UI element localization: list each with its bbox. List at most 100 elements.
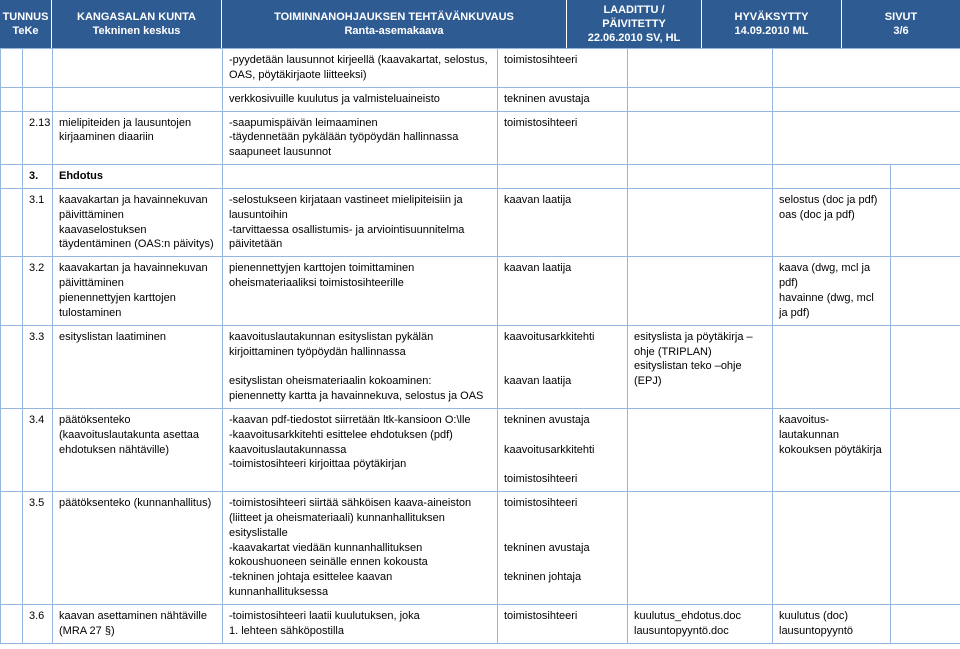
main-table: -pyydetään lausunnot kirjeellä (kaavakar… (0, 48, 960, 644)
cell: mielipiteiden ja lausuntojen kirjaaminen… (53, 111, 223, 165)
cell: kaavoitus-lautakunnan kokouksen pöytäkir… (773, 408, 891, 491)
cell: 3. (23, 165, 53, 189)
cell (628, 49, 773, 88)
header-cell-line1: HYVÄKSYTTY (735, 10, 809, 24)
cell: toimistosihteeri (498, 605, 628, 644)
cell: päätöksenteko (kunnanhallitus) (53, 492, 223, 605)
header-cell-line1: TUNNUS (3, 10, 49, 24)
cell (891, 257, 960, 325)
header-cell: HYVÄKSYTTY14.09.2010 ML (702, 0, 842, 48)
cell: pienennettyjen karttojen toimittaminen o… (223, 257, 498, 325)
cell (773, 111, 960, 165)
cell: -saapumispäivän leimaaminen-täydennetään… (223, 111, 498, 165)
cell (773, 87, 960, 111)
cell: -selostukseen kirjataan vastineet mielip… (223, 188, 498, 256)
cell: kaavan asettaminen nähtäville (MRA 27 §) (53, 605, 223, 644)
section-row: 3.Ehdotus (1, 165, 960, 189)
cell: toimistosihteeritekninen avustajateknine… (498, 492, 628, 605)
cell: verkkosivuille kuulutus ja valmisteluain… (223, 87, 498, 111)
cell: esityslista ja pöytäkirja – ohje (TRIPLA… (628, 325, 773, 408)
cell: kaavan laatija (498, 188, 628, 256)
header-cell-line2: 3/6 (893, 24, 908, 38)
cell (891, 188, 960, 256)
cell (1, 257, 23, 325)
cell (628, 111, 773, 165)
cell: kaavakartan ja havainnekuvan päivittämin… (53, 188, 223, 256)
cell (498, 165, 628, 189)
table-row: -pyydetään lausunnot kirjeellä (kaavakar… (1, 49, 960, 88)
cell (891, 325, 960, 408)
header-cell-line2: TeKe (12, 24, 38, 38)
cell: 3.2 (23, 257, 53, 325)
cell (1, 87, 23, 111)
header-cell-line2: 22.06.2010 SV, HL (588, 31, 681, 45)
cell (628, 257, 773, 325)
cell (1, 165, 23, 189)
header-cell: TUNNUSTeKe (0, 0, 52, 48)
cell (1, 408, 23, 491)
cell: tekninen avustajakaavoitusarkkitehtitoim… (498, 408, 628, 491)
cell: kaava (dwg, mcl ja pdf)havainne (dwg, mc… (773, 257, 891, 325)
header-cell: TOIMINNANOHJAUKSEN TEHTÄVÄNKUVAUSRanta-a… (222, 0, 567, 48)
cell (773, 165, 891, 189)
cell (1, 111, 23, 165)
cell: 3.4 (23, 408, 53, 491)
cell (1, 188, 23, 256)
table-row: 3.6kaavan asettaminen nähtäville (MRA 27… (1, 605, 960, 644)
cell: 2.13 (23, 111, 53, 165)
header-bar: TUNNUSTeKe KANGASALAN KUNTATekninen kesku… (0, 0, 960, 48)
cell: -kaavan pdf-tiedostot siirretään ltk-kan… (223, 408, 498, 491)
cell (23, 49, 53, 88)
table-row: 3.4päätöksenteko (kaavoituslautakunta as… (1, 408, 960, 491)
header-cell-line1: KANGASALAN KUNTA (77, 10, 196, 24)
cell: kaavoituslautakunnan esityslistan pykälä… (223, 325, 498, 408)
cell: esityslistan laatiminen (53, 325, 223, 408)
cell (223, 165, 498, 189)
cell (1, 492, 23, 605)
cell: -toimistosihteeri siirtää sähköisen kaav… (223, 492, 498, 605)
cell: 3.1 (23, 188, 53, 256)
cell: kaavan laatija (498, 257, 628, 325)
cell (891, 165, 960, 189)
cell: päätöksenteko (kaavoituslautakunta asett… (53, 408, 223, 491)
header-cell-line1: LAADITTU / PÄIVITETTY (573, 3, 695, 32)
cell: tekninen avustaja (498, 87, 628, 111)
header-cell: SIVUT3/6 (842, 0, 960, 48)
cell (53, 87, 223, 111)
table-row: 3.5päätöksenteko (kunnanhallitus)-toimis… (1, 492, 960, 605)
cell (628, 188, 773, 256)
cell: kuulutus_ehdotus.doclausuntopyyntö.doc (628, 605, 773, 644)
cell (23, 87, 53, 111)
cell (773, 49, 960, 88)
cell: 3.5 (23, 492, 53, 605)
cell: kaavoitusarkkitehtikaavan laatija (498, 325, 628, 408)
table-row: verkkosivuille kuulutus ja valmisteluain… (1, 87, 960, 111)
cell (1, 49, 23, 88)
cell (773, 492, 891, 605)
cell: kuulutus (doc)lausuntopyyntö (773, 605, 891, 644)
cell: 3.6 (23, 605, 53, 644)
cell: toimistosihteeri (498, 49, 628, 88)
cell: -toimistosihteeri laatii kuulutuksen, jo… (223, 605, 498, 644)
cell (628, 165, 773, 189)
table-row: 3.1kaavakartan ja havainnekuvan päivittä… (1, 188, 960, 256)
cell: Ehdotus (53, 165, 223, 189)
cell: -pyydetään lausunnot kirjeellä (kaavakar… (223, 49, 498, 88)
cell: selostus (doc ja pdf)oas (doc ja pdf) (773, 188, 891, 256)
header-cell-line1: TOIMINNANOHJAUKSEN TEHTÄVÄNKUVAUS (274, 10, 514, 24)
header-cell-line2: Ranta-asemakaava (344, 24, 443, 38)
table-row: 2.13mielipiteiden ja lausuntojen kirjaam… (1, 111, 960, 165)
cell (53, 49, 223, 88)
table-row: 3.3esityslistan laatiminenkaavoituslauta… (1, 325, 960, 408)
cell (1, 605, 23, 644)
header-cell-line2: 14.09.2010 ML (735, 24, 809, 38)
cell (628, 87, 773, 111)
cell (1, 325, 23, 408)
cell: kaavakartan ja havainnekuvan päivittämin… (53, 257, 223, 325)
cell: 3.3 (23, 325, 53, 408)
header-cell-line1: SIVUT (885, 10, 917, 24)
cell (891, 605, 960, 644)
header-cell: LAADITTU / PÄIVITETTY22.06.2010 SV, HL (567, 0, 702, 48)
cell (628, 492, 773, 605)
header-cell-line2: Tekninen keskus (93, 24, 181, 38)
